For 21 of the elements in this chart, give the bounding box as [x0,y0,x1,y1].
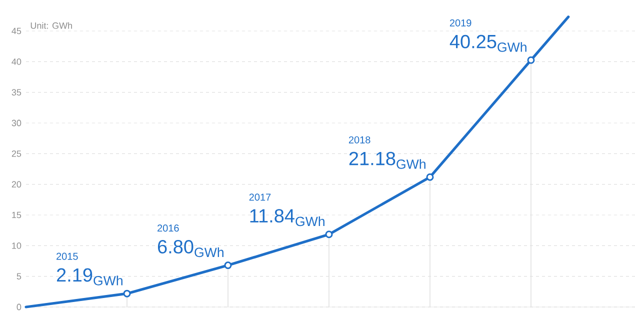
text: Unit: GWh [30,22,72,29]
y-tick-label: 45 [12,28,22,34]
data-label: 2.19$_{GWh}$ [56,268,122,286]
annotation: 2016 [158,224,179,232]
y-tick-label: 35 [12,89,22,96]
y-tick-label: 40 [12,58,22,65]
annotation: 2015 [56,252,78,260]
annotation: 2017 [249,194,271,201]
data-label: 11.84$_{GWh}$ [250,209,324,226]
data-label: 21.18$_{GWh}$ [349,152,426,169]
data-label: 40.25$_{GWh}$ [450,34,526,52]
y-tick-label: 5 [16,273,22,280]
y-tick-label: 30 [12,120,22,126]
y-tick-label: 10 [12,242,22,249]
annotation: 2018 [348,136,370,144]
text: 2019 [450,19,472,26]
y-tick-label: 20 [12,181,22,188]
data-label: 6.80$_{GWh}$ [158,240,224,258]
y-tick-label: 15 [12,212,22,218]
y-tick-label: 25 [12,150,22,157]
y-tick-label: 0 [16,304,22,310]
